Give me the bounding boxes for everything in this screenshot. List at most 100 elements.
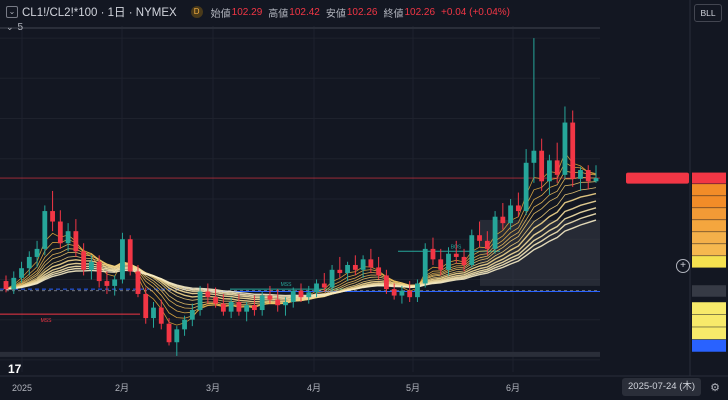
last-price-bg bbox=[692, 172, 726, 184]
candle-body bbox=[220, 303, 226, 312]
candle-body bbox=[484, 240, 490, 249]
candle-body bbox=[120, 239, 125, 280]
candle-body bbox=[42, 211, 48, 249]
candle-body bbox=[422, 248, 428, 284]
candle-body bbox=[182, 319, 187, 330]
candle-body bbox=[345, 264, 350, 274]
x-tick-label: 6月 bbox=[506, 383, 520, 393]
x-tick-label: 5月 bbox=[406, 383, 420, 393]
candle-body bbox=[259, 295, 265, 311]
ma-price-bg bbox=[692, 232, 726, 244]
symbol-tag-bg bbox=[626, 172, 689, 184]
candle-body bbox=[290, 290, 296, 302]
crosshair-price-bg bbox=[692, 285, 726, 297]
x-tick-label: 2025 bbox=[12, 383, 32, 393]
indicator-count: 5 bbox=[17, 22, 24, 33]
candle-body bbox=[593, 178, 599, 182]
bll-button[interactable]: BLL bbox=[694, 4, 722, 22]
candle-body bbox=[158, 307, 164, 324]
ma-price-bg bbox=[692, 196, 726, 208]
mss-upper-label: MSS bbox=[281, 282, 293, 288]
candle-body bbox=[492, 216, 498, 249]
candle-body bbox=[570, 122, 576, 179]
ma-price-bg bbox=[692, 208, 726, 220]
candle-body bbox=[376, 267, 382, 276]
x-tick-label: 2月 bbox=[115, 383, 129, 393]
candle-body bbox=[228, 301, 234, 312]
candle-body bbox=[3, 281, 9, 290]
candle-body bbox=[329, 269, 335, 288]
candlesticks bbox=[3, 38, 599, 356]
low-value: 102.26 bbox=[346, 6, 378, 18]
candle-body bbox=[391, 289, 397, 296]
candle-body bbox=[57, 221, 63, 244]
candle-body bbox=[407, 290, 413, 298]
market-status-badge[interactable]: D bbox=[190, 6, 203, 18]
candle-body bbox=[205, 291, 211, 298]
candle-body bbox=[244, 305, 250, 312]
crosshair-date-label[interactable]: 2025-07-24 (木) bbox=[622, 378, 702, 396]
candle-body bbox=[446, 253, 451, 270]
candle-body bbox=[438, 259, 444, 270]
candle-body bbox=[547, 160, 552, 182]
candle-body bbox=[34, 248, 40, 257]
gear-icon[interactable]: ⚙ bbox=[710, 382, 720, 394]
x-tick-label: 3月 bbox=[206, 383, 220, 393]
tradingview-logo-icon[interactable]: 17 bbox=[8, 362, 22, 376]
ma-price-bg bbox=[692, 220, 726, 232]
candle-body bbox=[252, 305, 257, 311]
symbol-title[interactable]: CL1!/CL2!*100 · 1日 · NYMEX bbox=[22, 7, 177, 19]
lower-ma-bg bbox=[692, 302, 726, 315]
lower-ma-bg bbox=[692, 314, 726, 327]
close-label: 終値 bbox=[383, 8, 404, 20]
candle-body bbox=[415, 283, 420, 298]
order-block-zone bbox=[480, 219, 600, 286]
candle-body bbox=[275, 299, 281, 306]
candle-body bbox=[554, 160, 560, 175]
candle-body bbox=[135, 271, 141, 294]
candle-body bbox=[88, 261, 94, 270]
ma-price-bg bbox=[692, 256, 726, 268]
candle-body bbox=[508, 205, 514, 224]
grid-lines bbox=[0, 26, 608, 372]
close-value: 102.26 bbox=[404, 6, 436, 18]
candle-body bbox=[65, 231, 71, 244]
candle-body bbox=[399, 290, 405, 296]
low-label: 安値 bbox=[325, 8, 346, 20]
candle-body bbox=[283, 301, 288, 306]
candle-body bbox=[127, 239, 133, 272]
candle-body bbox=[267, 295, 273, 300]
add-plus-icon[interactable]: + bbox=[676, 259, 690, 273]
candle-body bbox=[236, 301, 242, 312]
candle-body bbox=[430, 248, 436, 260]
candle-body bbox=[539, 150, 545, 182]
chevron-down-icon[interactable]: ⌄ bbox=[6, 22, 14, 32]
ma-price-bg bbox=[692, 244, 726, 256]
candle-body bbox=[112, 279, 118, 286]
candle-body bbox=[314, 283, 319, 293]
candle-body bbox=[213, 297, 219, 304]
candle-body bbox=[461, 256, 467, 265]
candle-body bbox=[81, 251, 87, 270]
candle-body bbox=[531, 150, 537, 163]
open-value: 102.29 bbox=[231, 6, 263, 18]
collapse-icon[interactable]: ⌄ bbox=[6, 6, 18, 18]
candle-body bbox=[523, 162, 529, 212]
candle-body bbox=[11, 277, 17, 290]
open-label: 始値 bbox=[210, 8, 231, 20]
candle-body bbox=[166, 323, 172, 343]
candle-body bbox=[197, 291, 203, 311]
candle-body bbox=[368, 259, 374, 268]
top-band bbox=[0, 27, 604, 29]
candle-body bbox=[26, 256, 32, 269]
candle-body bbox=[19, 268, 24, 278]
ma-price-bg bbox=[692, 184, 726, 196]
indicator-toggle[interactable]: ⌄ 5 bbox=[6, 22, 23, 33]
candle-body bbox=[174, 329, 180, 343]
chart-header: ⌄ CL1!/CL2!*100 · 1日 · NYMEX D 始値 102.29 … bbox=[6, 3, 516, 21]
candle-body bbox=[515, 205, 521, 212]
candle-body bbox=[143, 293, 149, 319]
candle-body bbox=[151, 307, 156, 319]
